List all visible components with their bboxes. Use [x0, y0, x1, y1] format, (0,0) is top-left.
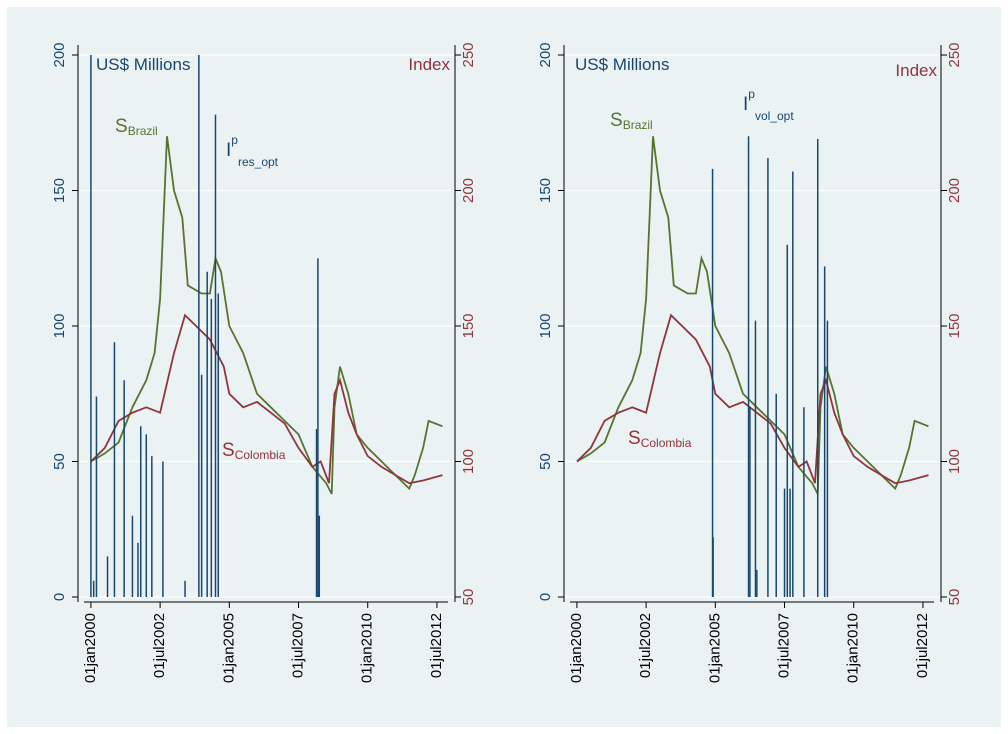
y-axis-title: US$ Millions — [575, 55, 669, 74]
x-tick-label: 01jan2000 — [568, 613, 585, 683]
x-tick-label: 01jan2010 — [359, 613, 376, 683]
label-sub: vol_opt — [755, 109, 794, 123]
label-sub: Colombia — [235, 448, 286, 462]
x-tick-label: 01jul2007 — [289, 613, 306, 678]
x-tick-label: 01jul2002 — [637, 613, 654, 678]
y-tick-label: 100 — [537, 313, 554, 338]
y2-tick-label: 50 — [460, 589, 477, 606]
y2-tick-label: 150 — [460, 313, 477, 338]
x-tick-label: 01jan2005 — [706, 613, 723, 683]
y-tick-label: 50 — [537, 453, 554, 470]
y-tick-label: 50 — [51, 453, 68, 470]
label-main: I — [226, 140, 231, 161]
y2-axis-title: Index — [895, 61, 937, 80]
y2-tick-label: 250 — [946, 42, 963, 67]
label-sup: p — [748, 87, 755, 101]
series-line — [576, 136, 929, 495]
y2-tick-label: 50 — [946, 589, 963, 606]
y-tick-label: 0 — [51, 593, 68, 601]
series-label: Ipvol_opt — [743, 87, 794, 123]
y2-axis-title: Index — [408, 55, 450, 74]
series-label: SColombia — [628, 428, 692, 450]
label-sub: Brazil — [623, 118, 653, 132]
label-sub: Brazil — [128, 124, 158, 138]
background — [7, 7, 1001, 727]
label-sub: Colombia — [641, 436, 692, 450]
y2-tick-label: 100 — [946, 449, 963, 474]
label-main: S — [222, 440, 235, 461]
x-tick-label: 01jan2010 — [845, 613, 862, 683]
label-main: S — [610, 110, 623, 131]
label-main: I — [743, 94, 748, 115]
y2-tick-label: 200 — [460, 178, 477, 203]
y-tick-label: 150 — [537, 178, 554, 203]
series-line — [90, 136, 443, 495]
y2-tick-label: 100 — [460, 449, 477, 474]
label-main: S — [115, 116, 128, 137]
y-axis-title: US$ Millions — [96, 55, 190, 74]
label-sup: p — [231, 133, 238, 147]
x-tick-label: 01jul2002 — [151, 613, 168, 678]
series-label: SBrazil — [610, 110, 653, 132]
x-tick-label: 01jul2012 — [428, 613, 445, 678]
x-tick-label: 01jan2005 — [220, 613, 237, 683]
series-label: Ipres_opt — [226, 133, 279, 169]
y-tick-label: 200 — [537, 42, 554, 67]
y-tick-label: 100 — [51, 313, 68, 338]
x-tick-label: 01jul2007 — [775, 613, 792, 678]
y-tick-label: 200 — [51, 42, 68, 67]
label-main: S — [628, 428, 641, 449]
x-tick-label: 01jul2012 — [914, 613, 931, 678]
series-label: SColombia — [222, 440, 286, 462]
y2-tick-label: 250 — [460, 42, 477, 67]
series-label: SBrazil — [115, 116, 158, 138]
y2-tick-label: 200 — [946, 178, 963, 203]
y2-tick-label: 150 — [946, 313, 963, 338]
y-tick-label: 150 — [51, 178, 68, 203]
x-tick-label: 01jan2000 — [82, 613, 99, 683]
series-line — [576, 313, 929, 485]
series-line — [90, 313, 443, 485]
y-tick-label: 0 — [537, 593, 554, 601]
label-sub: res_opt — [238, 155, 279, 169]
